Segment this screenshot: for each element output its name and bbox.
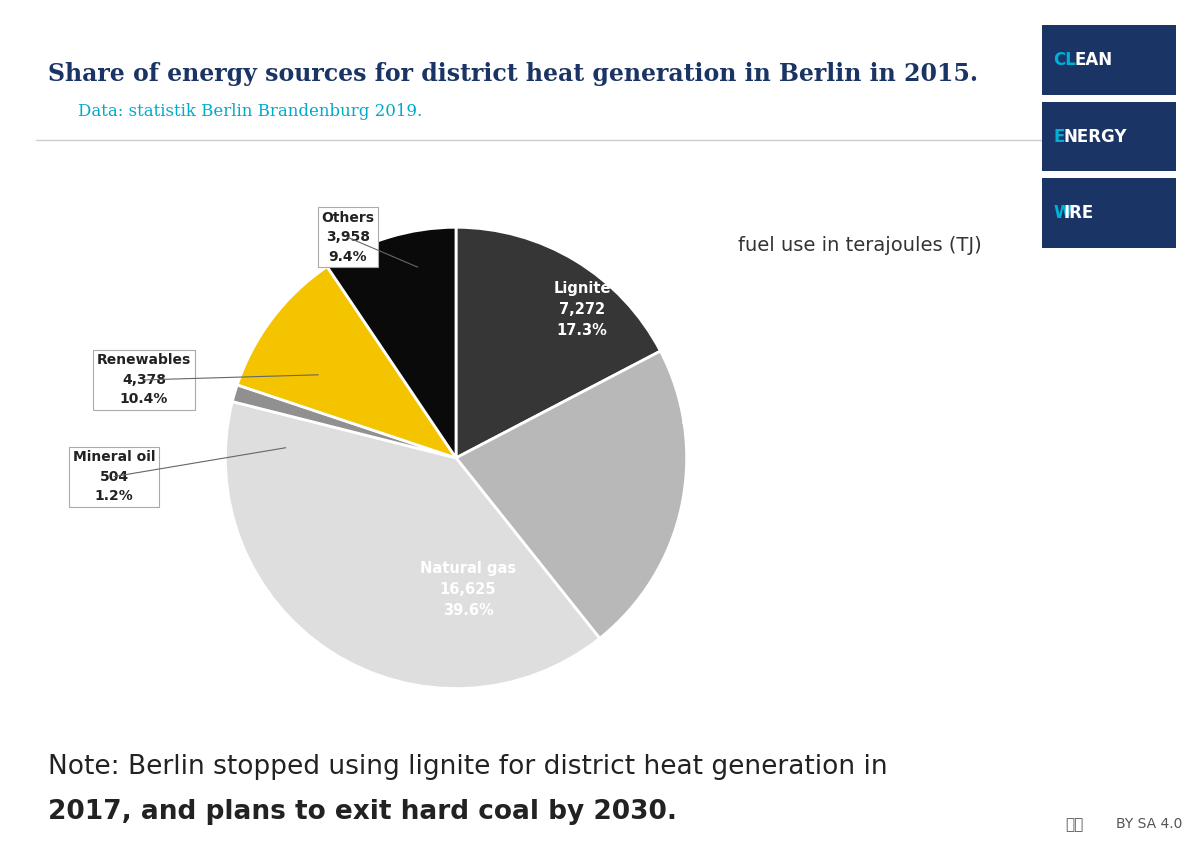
Text: Note: Berlin stopped using lignite for district heat generation in: Note: Berlin stopped using lignite for d… <box>48 755 888 780</box>
Text: Share of energy sources for district heat generation in Berlin in 2015.: Share of energy sources for district hea… <box>48 62 978 86</box>
Text: EAN: EAN <box>1074 51 1112 70</box>
Text: fuel use in terajoules (TJ): fuel use in terajoules (TJ) <box>738 237 982 255</box>
Text: Lignite
7,272
17.3%: Lignite 7,272 17.3% <box>553 281 611 338</box>
Wedge shape <box>328 227 456 458</box>
Text: W: W <box>1054 204 1072 222</box>
Text: Others
3,958
9.4%: Others 3,958 9.4% <box>322 211 374 264</box>
Wedge shape <box>238 266 456 458</box>
Text: IRE: IRE <box>1064 204 1094 222</box>
Text: E: E <box>1054 127 1064 146</box>
Wedge shape <box>456 227 660 458</box>
Text: CL: CL <box>1054 51 1076 70</box>
Text: Mineral oil
504
1.2%: Mineral oil 504 1.2% <box>73 450 155 503</box>
Wedge shape <box>233 385 456 458</box>
Text: Renewables
4,378
10.4%: Renewables 4,378 10.4% <box>97 354 191 406</box>
Text: Natural gas
16,625
39.6%: Natural gas 16,625 39.6% <box>420 561 516 618</box>
Text: BY SA 4.0: BY SA 4.0 <box>1116 817 1182 831</box>
Wedge shape <box>456 351 686 639</box>
Text: 2017, and plans to exit hard coal by 2030.: 2017, and plans to exit hard coal by 203… <box>48 800 677 825</box>
Wedge shape <box>226 402 600 689</box>
Text: NERGY: NERGY <box>1064 127 1127 146</box>
Text: ⒸⒸ: ⒸⒸ <box>1064 817 1084 832</box>
Text: Hard coal
9,213
22.0%: Hard coal 9,213 22.0% <box>680 412 760 470</box>
Text: Data: statistik Berlin Brandenburg 2019.: Data: statistik Berlin Brandenburg 2019. <box>78 103 422 120</box>
